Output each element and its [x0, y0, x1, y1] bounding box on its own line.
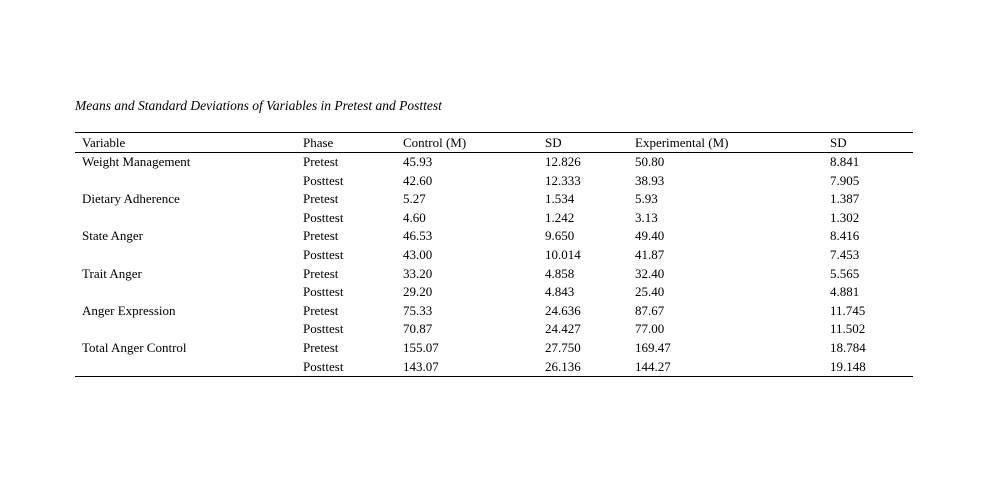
experimental-mean-cell: 77.00: [635, 321, 665, 337]
variable-cell: [75, 358, 296, 377]
table-row: Posttest 143.07 26.136 144.27 19.148: [75, 358, 913, 377]
col-header-variable: Variable: [82, 135, 126, 150]
control-sd-cell: 27.750: [545, 339, 581, 355]
variable-cell: Total Anger Control: [82, 339, 187, 355]
control-mean-cell: 29.20: [403, 284, 433, 300]
phase-cell: Posttest: [303, 358, 344, 374]
variable-cell: Dietary Adherence: [82, 191, 180, 207]
phase-cell: Pretest: [303, 339, 339, 355]
experimental-sd-cell: 19.148: [830, 358, 866, 374]
experimental-sd-cell: 5.565: [830, 265, 860, 281]
variable-cell: [75, 172, 296, 191]
control-mean-cell: 46.53: [403, 228, 433, 244]
experimental-sd-cell: 4.881: [830, 284, 860, 300]
col-header-experimental-sd: SD: [830, 135, 847, 150]
table-row: State Anger Pretest 46.53 9.650 49.40 8.416: [75, 227, 913, 246]
table-body: Weight Management Pretest 45.93 12.826 50.80…: [75, 153, 913, 377]
experimental-mean-cell: 32.40: [635, 265, 665, 281]
table-row: Posttest 29.20 4.843 25.40 4.881: [75, 283, 913, 302]
experimental-mean-cell: 50.80: [635, 154, 665, 169]
experimental-mean-cell: 49.40: [635, 228, 665, 244]
table-title: Means and Standard Deviations of Variabl…: [75, 98, 442, 113]
table-row: Total Anger Control Pretest 155.07 27.750 16…: [75, 339, 913, 358]
control-sd-cell: 12.333: [545, 172, 581, 188]
control-sd-cell: 12.826: [545, 154, 581, 169]
control-sd-cell: 1.242: [545, 209, 575, 225]
variable-cell: Anger Expression: [82, 302, 176, 318]
experimental-mean-cell: 38.93: [635, 172, 665, 188]
control-sd-cell: 24.636: [545, 302, 581, 318]
variable-cell: [75, 209, 296, 228]
col-header-control-mean: Control (M): [403, 135, 467, 150]
experimental-mean-cell: 87.67: [635, 302, 665, 318]
header-row: Variable Phase Control (M) SD Experiment…: [75, 132, 913, 153]
table-row: Posttest 70.87 24.427 77.00 11.502: [75, 320, 913, 339]
control-mean-cell: 75.33: [403, 302, 433, 318]
experimental-sd-cell: 7.905: [830, 172, 860, 188]
table-row: Posttest 42.60 12.333 38.93 7.905: [75, 172, 913, 191]
control-sd-cell: 26.136: [545, 358, 581, 374]
experimental-sd-cell: 8.416: [830, 228, 860, 244]
experimental-sd-cell: 7.453: [830, 246, 860, 262]
phase-cell: Pretest: [303, 302, 339, 318]
phase-cell: Posttest: [303, 284, 344, 300]
experimental-mean-cell: 5.93: [635, 191, 658, 207]
experimental-mean-cell: 25.40: [635, 284, 665, 300]
variable-cell: [75, 283, 296, 302]
phase-cell: Pretest: [303, 228, 339, 244]
means-sd-table: Variable Phase Control (M) SD Experiment…: [75, 132, 913, 378]
col-header-phase: Phase: [303, 135, 334, 150]
experimental-mean-cell: 169.47: [635, 339, 671, 355]
control-mean-cell: 70.87: [403, 321, 433, 337]
control-sd-cell: 10.014: [545, 246, 581, 262]
control-sd-cell: 1.534: [545, 191, 575, 207]
table-row: Weight Management Pretest 45.93 12.826 50.80…: [75, 153, 913, 172]
control-mean-cell: 155.07: [403, 339, 439, 355]
control-mean-cell: 42.60: [403, 172, 433, 188]
control-mean-cell: 143.07: [403, 358, 439, 374]
variable-cell: State Anger: [82, 228, 144, 244]
col-header-experimental-mean: Experimental (M): [635, 135, 729, 150]
experimental-sd-cell: 1.387: [830, 191, 860, 207]
control-mean-cell: 43.00: [403, 246, 433, 262]
phase-cell: Posttest: [303, 172, 344, 188]
phase-cell: Pretest: [303, 191, 339, 207]
experimental-sd-cell: 8.841: [830, 154, 860, 169]
variable-cell: [75, 320, 296, 339]
experimental-mean-cell: 144.27: [635, 358, 671, 374]
phase-cell: Posttest: [303, 209, 344, 225]
experimental-mean-cell: 41.87: [635, 246, 665, 262]
phase-cell: Pretest: [303, 265, 339, 281]
phase-cell: Posttest: [303, 321, 344, 337]
table-row: Trait Anger Pretest 33.20 4.858 32.40 5.565: [75, 265, 913, 284]
control-mean-cell: 5.27: [403, 191, 426, 207]
control-sd-cell: 9.650: [545, 228, 575, 244]
control-sd-cell: 24.427: [545, 321, 581, 337]
control-sd-cell: 4.858: [545, 265, 575, 281]
table-row: Dietary Adherence Pretest 5.27 1.534 5.93 1.3…: [75, 190, 913, 209]
control-mean-cell: 45.93: [403, 154, 433, 169]
experimental-sd-cell: 18.784: [830, 339, 866, 355]
phase-cell: Pretest: [303, 154, 339, 169]
table-row: Posttest 43.00 10.014 41.87 7.453: [75, 246, 913, 265]
variable-cell: Weight Management: [82, 154, 191, 169]
variable-cell: [75, 246, 296, 265]
table-row: Posttest 4.60 1.242 3.13 1.302: [75, 209, 913, 228]
table-row: Anger Expression Pretest 75.33 24.636 87.67 1…: [75, 302, 913, 321]
variable-cell: Trait Anger: [82, 265, 142, 281]
control-mean-cell: 4.60: [403, 209, 426, 225]
control-mean-cell: 33.20: [403, 265, 433, 281]
table-header: Variable Phase Control (M) SD Experiment…: [75, 132, 913, 153]
col-header-control-sd: SD: [545, 135, 562, 150]
phase-cell: Posttest: [303, 246, 344, 262]
experimental-sd-cell: 11.745: [830, 302, 866, 318]
experimental-sd-cell: 11.502: [830, 321, 866, 337]
experimental-sd-cell: 1.302: [830, 209, 860, 225]
control-sd-cell: 4.843: [545, 284, 575, 300]
experimental-mean-cell: 3.13: [635, 209, 658, 225]
